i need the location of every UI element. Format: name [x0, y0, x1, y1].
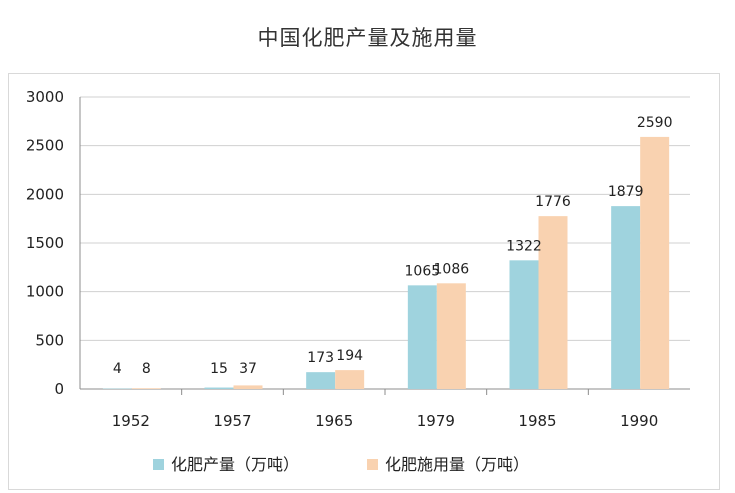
x-tick-label: 1990	[620, 412, 658, 430]
legend-swatch-usage	[367, 459, 378, 470]
y-tick-label: 0	[54, 380, 64, 398]
y-axis: 0 500 1000 1500 2000 2500 3000	[26, 88, 81, 398]
data-label-usage-1957: 37	[239, 361, 257, 377]
bar-usage-1990	[640, 136, 670, 389]
x-tick-label: 1957	[213, 412, 251, 430]
x-tick-label: 1985	[518, 412, 556, 430]
data-label-production-1965: 173	[307, 350, 334, 366]
legend-label-usage: 化肥施用量（万吨）	[385, 455, 529, 474]
bar-usage-1979	[436, 283, 466, 389]
bar-usage-1957	[233, 385, 263, 389]
chart-title: 中国化肥产量及施用量	[257, 26, 478, 50]
bar-production-1979	[407, 285, 437, 389]
x-tick-label: 1965	[315, 412, 353, 430]
data-label-production-1979: 1065	[405, 263, 441, 279]
y-tick-label: 1000	[26, 283, 64, 301]
y-tick-label: 2000	[26, 185, 64, 203]
gridlines	[80, 96, 690, 390]
legend: 化肥产量（万吨） 化肥施用量（万吨）	[153, 455, 529, 474]
chart-area-border	[8, 73, 720, 490]
bar-production-1985	[509, 260, 539, 389]
bar-production-1957	[204, 387, 234, 389]
data-label-production-1952: 4	[113, 361, 122, 377]
data-label-usage-1952: 8	[142, 361, 151, 377]
bar-production-1965	[306, 372, 336, 389]
y-tick-label: 2500	[26, 137, 64, 155]
x-axis: 1952 1957 1965 1979 1985 1990	[112, 389, 658, 430]
data-label-usage-1965: 194	[336, 348, 363, 364]
y-tick-label: 3000	[26, 88, 64, 106]
data-label-production-1985: 1322	[506, 238, 542, 254]
data-label-usage-1985: 1776	[535, 194, 571, 210]
bars	[102, 136, 670, 389]
x-tick-label: 1952	[112, 412, 150, 430]
bar-usage-1965	[335, 370, 365, 389]
data-label-usage-1979: 1086	[434, 261, 470, 277]
data-label-usage-1990: 2590	[637, 115, 673, 131]
legend-label-production: 化肥产量（万吨）	[171, 455, 299, 474]
x-tick-label: 1979	[417, 412, 455, 430]
bar-usage-1952	[131, 388, 161, 389]
data-label-production-1990: 1879	[608, 184, 644, 200]
bar-production-1990	[611, 206, 641, 389]
legend-swatch-production	[153, 459, 164, 470]
data-label-production-1957: 15	[210, 361, 228, 377]
y-tick-label: 1500	[26, 234, 64, 252]
bar-usage-1985	[538, 216, 568, 389]
y-tick-label: 500	[35, 331, 64, 349]
